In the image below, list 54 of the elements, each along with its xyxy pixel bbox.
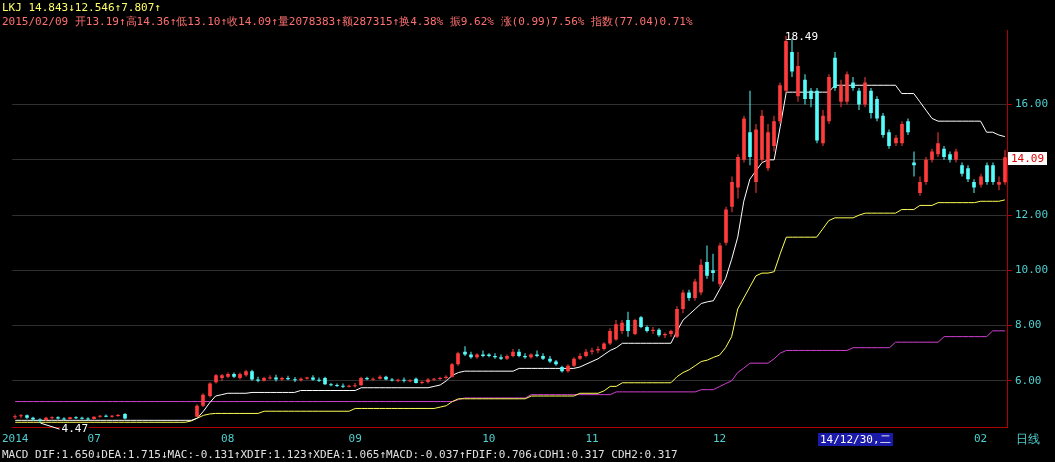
- candlestick: [711, 253, 715, 282]
- candlestick: [256, 376, 260, 383]
- candlestick: [705, 245, 709, 279]
- candlestick: [31, 416, 35, 421]
- candlestick: [116, 413, 120, 417]
- annotation: 4.47: [61, 421, 89, 435]
- candlestick: [80, 416, 84, 420]
- candlestick: [541, 353, 545, 361]
- y-tick-label: 12.00: [1014, 207, 1049, 221]
- candlestick: [608, 328, 612, 345]
- candlestick: [432, 378, 436, 381]
- text: 14/12/30,二: [818, 433, 893, 446]
- candlestick: [463, 346, 467, 356]
- x-tick-label: 12: [712, 432, 727, 446]
- candlestick: [960, 162, 964, 177]
- x-tick-label: 02: [973, 432, 988, 446]
- candlestick: [499, 354, 503, 361]
- x-tick-label: 10: [482, 432, 496, 446]
- text: 14.09: [1008, 152, 1048, 165]
- candlestick: [62, 417, 66, 421]
- candlestick: [68, 416, 72, 420]
- candlestick: [56, 416, 60, 420]
- text: 日线: [1016, 432, 1040, 446]
- x-tick-label: 11: [585, 432, 599, 446]
- text: MACD DIF:1.650↓DEA:1.715↓MAC:-0.131↑XDIF:1.123↑XDEA:1.065↑MACD:-0.037↑FDIF:0.706↓CDH1:0.317 CDH2:0.317: [2, 448, 678, 461]
- y-tick-label: 6.00: [1014, 373, 1042, 387]
- candlestick: [669, 329, 673, 337]
- x-tick-label: 07: [87, 432, 101, 446]
- candlestick: [748, 90, 752, 166]
- candlestick: [50, 416, 54, 420]
- candlestick: [578, 353, 582, 361]
- y-tick-label: 8.00: [1014, 318, 1042, 332]
- candlestick: [450, 362, 454, 378]
- chart-subtitle: 2015/02/09 开13.19↑高14.36↑低13.10↑收14.09↑量2078383↑额287315↑换4.38% 振9.62% 涨(0.99)7.56% 指数(77.04)0.71%: [2, 15, 693, 28]
- chart-title: LKJ 14.843↓12.546↑7.807↑: [2, 1, 161, 14]
- candlestick: [548, 355, 552, 363]
- candlestick: [92, 416, 96, 420]
- y-tick-label: 16.00: [1014, 97, 1049, 111]
- candlestick: [687, 289, 691, 301]
- y-tick-label: 10.00: [1014, 263, 1049, 277]
- candlestick: [86, 417, 90, 421]
- x-tick-label: 08: [221, 432, 235, 446]
- candlestick: [426, 378, 430, 384]
- candlestick: [25, 414, 29, 419]
- candlestick: [220, 373, 224, 381]
- x-tick-label: 09: [348, 432, 362, 446]
- candlestick: [74, 416, 78, 419]
- x-tick-label: 2014: [2, 432, 29, 446]
- candlestick: [997, 176, 1001, 191]
- candlestick: [979, 173, 983, 188]
- candlestick: [851, 76, 855, 91]
- candlestick: [948, 151, 952, 163]
- candlestick: [590, 347, 594, 355]
- annotation: 18.49: [785, 30, 819, 43]
